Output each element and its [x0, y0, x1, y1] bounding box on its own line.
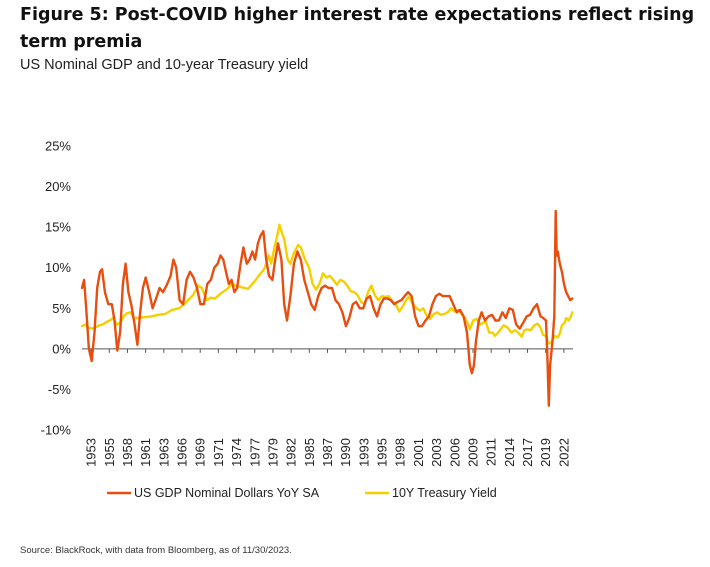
x-tick-label: 1993 — [356, 438, 371, 467]
x-tick-label: 2011 — [484, 438, 499, 466]
source-note: Source: BlackRock, with data from Bloomb… — [20, 545, 292, 556]
x-tick-label: 1953 — [84, 438, 99, 467]
y-tick-label: -5% — [48, 382, 72, 397]
x-tick-label: 1998 — [393, 438, 408, 467]
x-tick-label: 2009 — [465, 438, 480, 467]
x-tick-label: 1958 — [120, 438, 135, 467]
y-tick-label: -10% — [41, 423, 72, 438]
legend-label-treasury: 10Y Treasury Yield — [392, 486, 497, 500]
x-tick-label: 2001 — [411, 438, 426, 467]
y-axis: -10% -5% 0% 5% 10% 15% 20% 25% — [41, 139, 72, 438]
x-tick-label: 1966 — [175, 438, 190, 467]
x-tick-label: 1982 — [284, 438, 299, 467]
x-tick-label: 1971 — [211, 438, 226, 467]
series-layer — [80, 209, 574, 407]
x-tick-label: 2017 — [520, 438, 535, 467]
page-subtitle: US Nominal GDP and 10-year Treasury yiel… — [20, 57, 309, 73]
x-tick-label: 1985 — [302, 438, 317, 467]
x-tick-label: 1974 — [229, 438, 244, 467]
x-tick-label: 1987 — [320, 438, 335, 467]
legend: US GDP Nominal Dollars YoY SA 10Y Treasu… — [107, 486, 497, 500]
legend-label-gdp: US GDP Nominal Dollars YoY SA — [134, 486, 320, 500]
page-title: Figure 5: Post-COVID higher interest rat… — [20, 5, 695, 52]
x-tick-label: 2019 — [538, 438, 553, 467]
gdp-series-line — [80, 209, 574, 407]
y-tick-label: 15% — [45, 220, 71, 235]
x-axis: 1953 1955 1958 1961 1963 1966 1969 1971 1974 1977… — [82, 348, 573, 467]
x-tick-label: 2003 — [429, 438, 444, 467]
treasury-series-line — [80, 223, 574, 345]
y-tick-label: 10% — [45, 260, 71, 275]
x-tick-label: 1990 — [338, 438, 353, 467]
x-tick-label: 2022 — [556, 438, 571, 467]
x-tick-label: 1961 — [138, 438, 153, 467]
x-tick-label: 1995 — [375, 438, 390, 467]
x-tick-label: 1963 — [156, 438, 171, 467]
y-tick-label: 25% — [45, 139, 71, 154]
y-tick-label: 5% — [52, 301, 71, 316]
x-tick-label: 1955 — [102, 438, 117, 467]
y-tick-label: 0% — [52, 341, 71, 356]
x-tick-label: 1977 — [247, 438, 262, 467]
x-tick-label: 1979 — [265, 438, 280, 467]
x-tick-label: 1969 — [193, 438, 208, 467]
x-tick-label: 2006 — [447, 438, 462, 467]
x-tick-label: 2014 — [502, 438, 517, 467]
y-tick-label: 20% — [45, 179, 71, 194]
